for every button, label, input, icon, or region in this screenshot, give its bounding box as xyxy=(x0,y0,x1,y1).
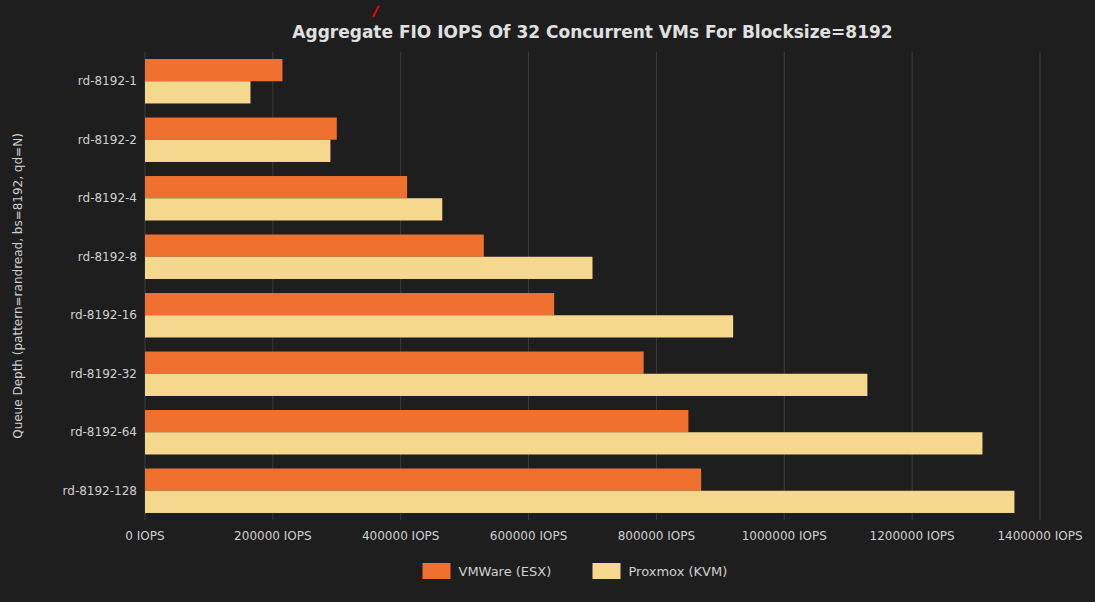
grid xyxy=(145,52,1040,520)
legend-label: VMWare (ESX) xyxy=(459,564,552,579)
bar xyxy=(145,293,554,315)
bar xyxy=(145,81,250,103)
bar xyxy=(145,140,330,162)
bar xyxy=(145,235,484,257)
bar xyxy=(145,198,442,220)
bar xyxy=(145,491,1014,513)
category-label: rd-8192-2 xyxy=(78,133,137,147)
bar xyxy=(145,374,867,396)
category-label: rd-8192-1 xyxy=(78,74,137,88)
legend-swatch xyxy=(423,563,451,579)
category-label: rd-8192-32 xyxy=(70,367,137,381)
x-tick-label: 0 IOPS xyxy=(125,529,164,543)
grid-line xyxy=(1040,52,1041,520)
category-label: rd-8192-16 xyxy=(70,308,137,322)
x-tick-label: 200000 IOPS xyxy=(234,529,311,543)
bar xyxy=(145,315,733,337)
background xyxy=(0,0,1095,602)
category-label: rd-8192-128 xyxy=(63,484,137,498)
bar xyxy=(145,469,701,491)
legend-label: Proxmox (KVM) xyxy=(629,564,728,579)
annotation: / xyxy=(371,2,380,21)
x-tick-label: 600000 IOPS xyxy=(490,529,567,543)
x-tick-label: 1400000 IOPS xyxy=(997,529,1082,543)
chart: 0 IOPS 200000 IOPS 400000 IOPS 600000 IOPS 8… xyxy=(0,0,1095,602)
x-ticks: 0 IOPS 200000 IOPS 400000 IOPS 600000 IOPS 8… xyxy=(125,529,1082,543)
legend: VMWare (ESX) Proxmox (KVM) xyxy=(423,563,728,579)
y-ticks: rd-8192-128 rd-8192-64 rd-8192-32 rd-8192-1… xyxy=(63,74,137,498)
bar xyxy=(145,118,337,140)
x-tick-label: 400000 IOPS xyxy=(362,529,439,543)
bar xyxy=(145,432,982,454)
category-label: rd-8192-8 xyxy=(78,250,137,264)
bar xyxy=(145,410,688,432)
category-label: rd-8192-64 xyxy=(70,425,137,439)
x-tick-label: 1200000 IOPS xyxy=(870,529,955,543)
x-tick-label: 800000 IOPS xyxy=(618,529,695,543)
bar xyxy=(145,257,593,279)
bar xyxy=(145,352,644,374)
category-label: rd-8192-4 xyxy=(78,191,137,205)
bar xyxy=(145,176,407,198)
y-axis-label: Queue Depth (pattern=randread, bs=8192, … xyxy=(11,133,25,439)
x-tick-label: 1000000 IOPS xyxy=(742,529,827,543)
bars xyxy=(145,59,1014,513)
bar xyxy=(145,59,282,81)
title: Aggregate FIO IOPS Of 32 Concurrent VMs … xyxy=(292,22,892,42)
legend-swatch xyxy=(593,563,621,579)
